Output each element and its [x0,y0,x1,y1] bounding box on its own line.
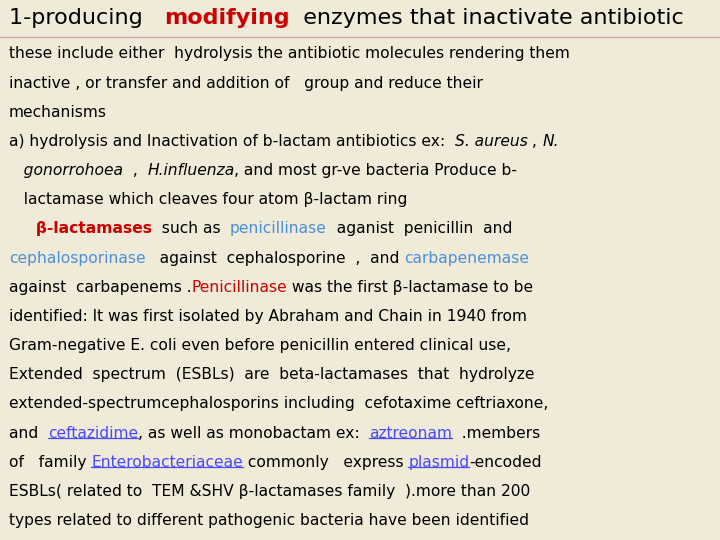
Text: was the first β-lactamase to be: was the first β-lactamase to be [287,280,533,295]
Text: against  carbapenems .: against carbapenems . [9,280,192,295]
Text: carbapenemase: carbapenemase [405,251,529,266]
Text: against  cephalosporine  ,  and: against cephalosporine , and [145,251,405,266]
Text: ESBLs( related to  TEM &SHV β-lactamases family  ).more than 200: ESBLs( related to TEM &SHV β-lactamases … [9,484,530,499]
Text: modifying: modifying [163,8,289,29]
Text: identified: It was first isolated by Abraham and Chain in 1940 from: identified: It was first isolated by Abr… [9,309,526,324]
Text: enzymes that inactivate antibiotic: enzymes that inactivate antibiotic [289,8,684,29]
Text: , as well as monobactam ex:: , as well as monobactam ex: [138,426,369,441]
Text: penicillinase: penicillinase [230,221,327,237]
Text: types related to different pathogenic bacteria have been identified: types related to different pathogenic ba… [9,513,528,528]
Text: H.influenza: H.influenza [147,163,235,178]
Text: commonly   express: commonly express [243,455,408,470]
Text: a) hydrolysis and Inactivation of b-lactam antibiotics ex:: a) hydrolysis and Inactivation of b-lact… [9,134,454,149]
Text: of   family: of family [9,455,91,470]
Text: ,: , [527,134,542,149]
Text: ceftazidime: ceftazidime [48,426,138,441]
Text: cephalosporinase: cephalosporinase [9,251,145,266]
Text: plasmid: plasmid [408,455,469,470]
Text: 1-producing: 1-producing [9,8,163,29]
Text: ,: , [122,163,147,178]
Text: and: and [9,426,48,441]
Text: such as: such as [152,221,230,237]
Text: aztreonam: aztreonam [369,426,452,441]
Text: aganist  penicillin  and: aganist penicillin and [327,221,512,237]
Text: extended-spectrumcephalosporins including  cefotaxime ceftriaxone,: extended-spectrumcephalosporins includin… [9,396,548,411]
Text: β-lactamases: β-lactamases [9,221,152,237]
Text: gonorrohoea: gonorrohoea [9,163,122,178]
Text: S. aureus: S. aureus [454,134,527,149]
Text: .members: .members [452,426,541,441]
Text: inactive , or transfer and addition of   group and reduce their: inactive , or transfer and addition of g… [9,76,482,91]
Text: Penicillinase: Penicillinase [192,280,287,295]
Text: lactamase which cleaves four atom β-lactam ring: lactamase which cleaves four atom β-lact… [9,192,407,207]
Text: mechanisms: mechanisms [9,105,107,120]
Text: N.: N. [542,134,559,149]
Text: -encoded: -encoded [469,455,542,470]
Text: , and most gr-ve bacteria Produce b-: , and most gr-ve bacteria Produce b- [235,163,518,178]
Text: Gram-negative E. coli even before penicillin entered clinical use,: Gram-negative E. coli even before penici… [9,338,510,353]
Text: Enterobacteriaceae: Enterobacteriaceae [91,455,243,470]
Text: Extended  spectrum  (ESBLs)  are  beta-lactamases  that  hydrolyze: Extended spectrum (ESBLs) are beta-lacta… [9,367,534,382]
Text: these include either  hydrolysis the antibiotic molecules rendering them: these include either hydrolysis the anti… [9,46,570,62]
